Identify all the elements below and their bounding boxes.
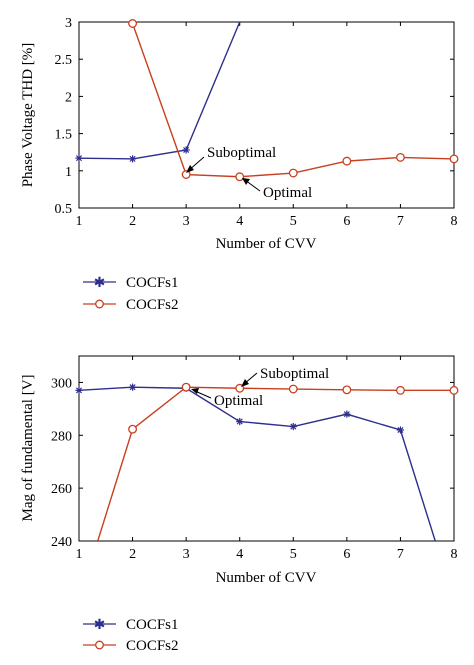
thd-x-tick-label: 8 bbox=[451, 214, 458, 229]
thd-y-tick-label: 2.5 bbox=[55, 53, 73, 68]
fund-point-cocfs1 bbox=[289, 422, 297, 431]
thd-point-cocfs2 bbox=[181, 170, 191, 179]
fund-annotation-optimal-label: Optimal bbox=[214, 393, 263, 409]
thd-x-tick-label: 6 bbox=[343, 214, 350, 229]
fund-annotation-suboptimal: Suboptimal bbox=[241, 366, 329, 387]
fund-legend-label-cocfs2: COCFs2 bbox=[126, 638, 179, 654]
fund-x-tick-label: 2 bbox=[129, 547, 136, 562]
fund-point-cocfs1 bbox=[75, 386, 83, 394]
thd-legend-marker-cocfs1: ✱ bbox=[94, 275, 106, 291]
fund-annotation-suboptimal-arrowhead bbox=[241, 379, 249, 387]
chart-thd: 1 2 3 4 5 6 7 80.511.522.53 Suboptimal Optimal … bbox=[20, 16, 459, 313]
thd-y-tick-label: 3 bbox=[65, 16, 72, 31]
fund-y-tick-label: 240 bbox=[51, 535, 72, 550]
fund-y-axis-label: Mag of fundamental [V] bbox=[20, 374, 36, 521]
thd-annotation-suboptimal-label: Suboptimal bbox=[207, 145, 276, 161]
fund-point-cocfs2 bbox=[449, 385, 459, 395]
plot-area-thd bbox=[78, 21, 455, 209]
fund-x-tick-label: 1 bbox=[76, 547, 83, 562]
fund-x-axis-label: Number of CVV bbox=[216, 570, 317, 586]
thd-legend-label-cocfs2: COCFs2 bbox=[126, 297, 179, 313]
fund-annotation-optimal-arrowhead bbox=[191, 388, 199, 394]
thd-point-cocfs1 bbox=[182, 146, 190, 154]
thd-series-line-cocfs1 bbox=[79, 22, 241, 160]
fund-x-tick-label: 5 bbox=[290, 547, 297, 562]
fundamental-axis-ticks: 1 2 3 4 5 6 7 8 240 260 280 300 bbox=[51, 356, 458, 562]
fund-y-tick-label: 300 bbox=[51, 376, 72, 391]
fund-legend-marker-cocfs2 bbox=[95, 640, 104, 650]
thd-x-tick-label: 5 bbox=[290, 214, 297, 229]
fund-point-cocfs2 bbox=[395, 385, 405, 395]
thd-axis-ticks: 1 2 3 4 5 6 7 80.511.522.53 bbox=[55, 16, 458, 229]
thd-point-cocfs2 bbox=[288, 168, 298, 178]
fund-legend-label-cocfs1: COCFs1 bbox=[126, 617, 179, 633]
thd-y-axis-label: Phase Voltage THD [%] bbox=[20, 43, 36, 188]
thd-point-cocfs2 bbox=[128, 19, 138, 28]
fund-annotation-optimal: Optimal bbox=[191, 388, 263, 409]
thd-legend-item-cocfs1: ✱ COCFs1 bbox=[83, 275, 179, 291]
thd-annotation-suboptimal-arrowhead bbox=[186, 165, 194, 173]
fund-point-cocfs1 bbox=[236, 417, 244, 426]
thd-x-tick-label: 4 bbox=[236, 214, 243, 229]
thd-legend-label-cocfs1: COCFs1 bbox=[126, 275, 179, 291]
fund-x-tick-label: 8 bbox=[451, 547, 458, 562]
fund-y-tick-label: 260 bbox=[51, 482, 72, 497]
thd-x-tick-label: 2 bbox=[129, 214, 136, 229]
thd-y-tick-label: 2 bbox=[65, 90, 72, 105]
thd-series bbox=[75, 19, 459, 182]
thd-legend-item-cocfs2: COCFs2 bbox=[83, 297, 179, 313]
fund-point-cocfs2 bbox=[342, 385, 352, 395]
thd-series-line-cocfs2 bbox=[131, 23, 454, 178]
thd-annotation-optimal-label: Optimal bbox=[263, 185, 312, 201]
fund-x-tick-label: 7 bbox=[397, 547, 404, 562]
fund-annotation-suboptimal-label: Suboptimal bbox=[260, 366, 329, 382]
thd-y-tick-label: 1 bbox=[65, 165, 72, 180]
thd-point-cocfs2 bbox=[395, 152, 405, 162]
fund-point-cocfs1 bbox=[343, 410, 351, 418]
fund-x-tick-label: 3 bbox=[183, 547, 190, 562]
fund-y-tick-label: 280 bbox=[51, 429, 72, 444]
thd-legend: ✱ COCFs1 COCFs2 bbox=[83, 275, 179, 313]
fund-legend-item-cocfs1: ✱ COCFs1 bbox=[83, 617, 179, 633]
thd-x-axis-label: Number of CVV bbox=[216, 236, 317, 252]
thd-y-tick-label: 1.5 bbox=[55, 128, 73, 143]
fund-point-cocfs2 bbox=[288, 384, 298, 394]
fund-legend-marker-cocfs1: ✱ bbox=[94, 617, 106, 633]
thd-x-tick-label: 7 bbox=[397, 214, 404, 229]
fund-x-tick-label: 6 bbox=[343, 547, 350, 562]
fund-legend-item-cocfs2: COCFs2 bbox=[83, 638, 179, 654]
fund-point-cocfs2 bbox=[128, 424, 138, 434]
thd-annotation-suboptimal: Suboptimal bbox=[186, 145, 276, 173]
fund-x-tick-label: 4 bbox=[236, 547, 243, 562]
thd-point-cocfs2 bbox=[235, 172, 245, 182]
fund-series-line-cocfs1 bbox=[79, 386, 436, 541]
fund-point-cocfs1 bbox=[396, 426, 405, 434]
thd-y-tick-label: 0.5 bbox=[55, 202, 73, 217]
thd-point-cocfs2 bbox=[342, 156, 352, 166]
thd-point-cocfs1 bbox=[75, 154, 83, 162]
thd-annotation-optimal: Optimal bbox=[242, 178, 312, 201]
thd-point-cocfs1 bbox=[128, 155, 137, 163]
thd-legend-marker-cocfs2 bbox=[95, 299, 104, 309]
fund-annotation-optimal-arrow bbox=[194, 390, 212, 399]
thd-x-tick-label: 1 bbox=[76, 214, 83, 229]
thd-x-tick-label: 3 bbox=[183, 214, 190, 229]
fund-point-cocfs1 bbox=[128, 383, 137, 391]
thd-point-cocfs2 bbox=[449, 154, 459, 164]
plot-area-fundamental bbox=[78, 355, 455, 542]
fundamental-series bbox=[75, 382, 459, 541]
fund-series-line-cocfs2 bbox=[97, 386, 454, 541]
thd-annotation-optimal-arrowhead bbox=[242, 178, 250, 185]
fund-legend: ✱ COCFs1 COCFs2 bbox=[83, 617, 179, 654]
fund-point-cocfs2 bbox=[181, 382, 191, 392]
